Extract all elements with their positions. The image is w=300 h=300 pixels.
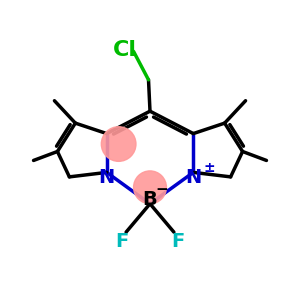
Text: F: F xyxy=(172,232,185,251)
Circle shape xyxy=(101,127,136,161)
Text: Cl: Cl xyxy=(112,40,136,60)
Text: B: B xyxy=(142,190,158,209)
Text: N: N xyxy=(99,168,115,187)
Text: −: − xyxy=(155,182,168,197)
Circle shape xyxy=(134,171,166,204)
Text: N: N xyxy=(185,168,201,187)
Text: F: F xyxy=(115,232,128,251)
Text: ±: ± xyxy=(204,161,215,175)
